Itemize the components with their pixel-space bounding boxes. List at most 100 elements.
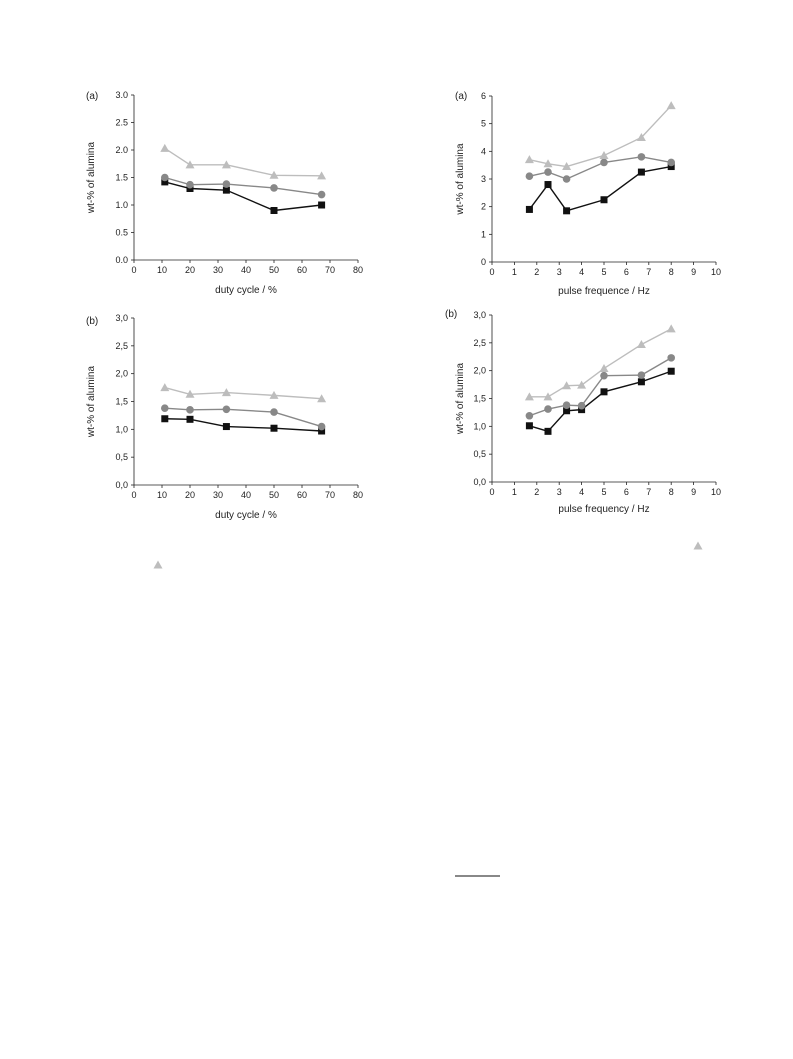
x-tick-label: 4	[579, 487, 584, 497]
series-circle-line	[529, 156, 672, 180]
x-tick-label: 4	[579, 267, 584, 277]
y-tick-label: 1.0	[115, 200, 128, 210]
panel-label: (a)	[86, 91, 98, 102]
x-tick-label: 60	[297, 265, 307, 275]
data-point-triangle	[666, 101, 676, 110]
x-tick-label: 8	[669, 267, 674, 277]
x-tick-label: 0	[131, 490, 136, 500]
data-point-square	[637, 168, 645, 176]
y-tick-label: 1,5	[115, 397, 128, 407]
data-point-triangle	[599, 363, 609, 372]
data-point-triangle	[599, 150, 609, 159]
data-point-circle	[577, 401, 586, 410]
data-point-triangle	[524, 155, 534, 164]
x-axis-label: duty cycle / %	[215, 285, 277, 296]
x-tick-label: 80	[353, 265, 363, 275]
data-point-triangle	[543, 159, 553, 168]
x-tick-label: 2	[534, 487, 539, 497]
y-tick-label: 2	[481, 202, 486, 212]
panel-label: (b)	[86, 316, 98, 327]
x-tick-label: 30	[213, 265, 223, 275]
data-point-circle	[222, 405, 231, 414]
stray-triangle-marker	[153, 560, 163, 569]
data-point-circle	[562, 401, 571, 409]
data-point-circle	[525, 411, 534, 420]
x-tick-label: 7	[646, 487, 651, 497]
x-tick-label: 60	[297, 490, 307, 500]
y-tick-label: 0,5	[473, 449, 486, 459]
series-square-line	[528, 165, 672, 212]
data-point-square	[186, 415, 194, 423]
data-point-triangle	[543, 392, 553, 401]
data-point-circle	[186, 180, 194, 189]
x-axis-label: duty cycle / %	[215, 510, 277, 521]
x-tick-label: 80	[353, 490, 363, 500]
data-point-circle	[317, 190, 326, 199]
x-tick-label: 70	[325, 265, 335, 275]
y-tick-label: 3	[481, 174, 486, 184]
data-point-square	[222, 186, 230, 194]
x-tick-label: 40	[241, 265, 251, 275]
data-point-triangle	[317, 394, 327, 403]
x-tick-label: 1	[512, 487, 517, 497]
data-point-square	[270, 424, 278, 432]
data-point-square	[186, 185, 194, 192]
data-point-circle	[562, 175, 571, 183]
y-tick-label: 3,0	[115, 313, 128, 323]
y-tick-label: 0,0	[115, 480, 128, 490]
x-tick-label: 10	[711, 487, 721, 497]
data-point-square	[600, 388, 608, 396]
series-triangle-line	[529, 105, 672, 168]
x-tick-label: 5	[601, 487, 606, 497]
data-point-triangle	[160, 383, 170, 392]
data-point-circle	[637, 153, 646, 161]
y-tick-label: 3.0	[115, 90, 128, 100]
data-point-square	[563, 207, 571, 215]
data-point-square	[525, 205, 533, 213]
y-tick-label: 3,0	[473, 310, 486, 320]
x-tick-label: 50	[269, 490, 279, 500]
data-point-triangle	[562, 162, 572, 171]
data-point-square	[667, 367, 675, 375]
y-tick-label: 2.0	[115, 145, 128, 155]
y-tick-label: 0,5	[115, 452, 128, 462]
data-point-square	[667, 163, 675, 171]
data-point-circle	[270, 408, 278, 416]
y-tick-label: 0	[481, 257, 486, 267]
x-tick-label: 10	[711, 267, 721, 277]
data-point-triangle	[269, 170, 279, 179]
data-point-square	[161, 178, 169, 186]
data-point-circle	[637, 371, 646, 379]
y-tick-label: 1,0	[115, 424, 128, 434]
y-tick-label: 1.5	[115, 173, 128, 183]
data-point-circle	[222, 180, 231, 188]
data-point-square	[563, 407, 571, 415]
y-tick-label: 2,0	[115, 369, 128, 379]
data-point-square	[525, 422, 533, 430]
x-tick-label: 0	[489, 487, 494, 497]
data-point-circle	[186, 406, 194, 414]
x-tick-label: 7	[646, 267, 651, 277]
x-tick-label: 1	[512, 267, 517, 277]
y-tick-label: 1	[481, 229, 486, 239]
data-point-square	[578, 406, 586, 414]
data-point-triangle	[666, 324, 676, 333]
chart-duty-cycle-a: 0 10 20 30 40 50 60 70 80 0.0 0.5 1.0 1.5 2.0 2.5 3.0 du…	[86, 90, 363, 296]
x-tick-label: 8	[669, 487, 674, 497]
stray-marker-group	[153, 541, 703, 569]
x-tick-label: 50	[269, 265, 279, 275]
x-axis-label: pulse frequence / Hz	[558, 286, 650, 297]
data-point-circle	[600, 158, 608, 167]
x-tick-label: 9	[691, 267, 696, 277]
data-point-circle	[317, 422, 326, 431]
chart-pulse-frequency-b: 0 1 2 3 4 5 6 7 8 9 10 0,0 0,5 1,0 1,5 2,0 2,5 3,0 pulse f…	[445, 309, 721, 515]
x-tick-label: 6	[624, 487, 629, 497]
data-point-triangle	[160, 143, 170, 152]
data-point-square	[270, 207, 278, 214]
data-point-triangle	[636, 133, 646, 141]
y-tick-label: 2.5	[115, 118, 128, 128]
x-axis-label: pulse frequency / Hz	[558, 504, 649, 515]
data-point-triangle	[577, 380, 587, 389]
y-tick-label: 6	[481, 91, 486, 101]
